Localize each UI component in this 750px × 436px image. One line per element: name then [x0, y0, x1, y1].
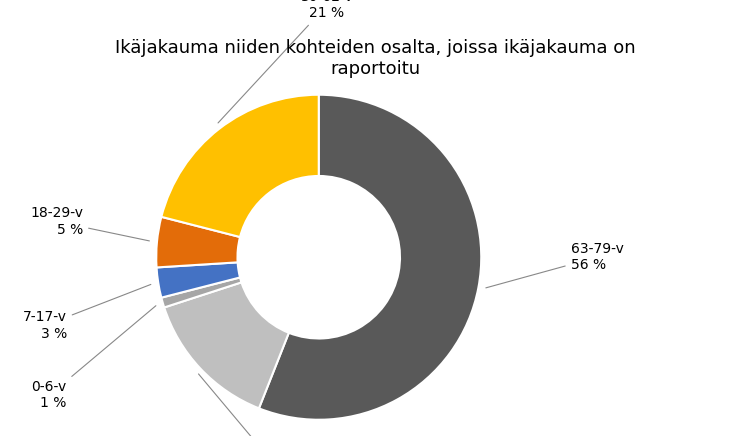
Wedge shape [156, 217, 240, 267]
Text: 7-17-v
3 %: 7-17-v 3 % [22, 284, 151, 341]
Wedge shape [161, 95, 319, 237]
Text: 63-79-v
56 %: 63-79-v 56 % [486, 242, 623, 288]
Text: 18-29-v
5 %: 18-29-v 5 % [30, 206, 149, 241]
Wedge shape [157, 262, 240, 298]
Wedge shape [161, 277, 242, 307]
Text: 80-v tai yli
14 %: 80-v tai yli 14 % [199, 374, 356, 436]
Wedge shape [164, 283, 289, 409]
Text: 30-62-v
21 %: 30-62-v 21 % [218, 0, 353, 123]
Wedge shape [259, 95, 482, 420]
Text: 0-6-v
1 %: 0-6-v 1 % [32, 306, 156, 410]
Text: Ikäjakauma niiden kohteiden osalta, joissa ikäjakauma on
raportoitu: Ikäjakauma niiden kohteiden osalta, jois… [115, 39, 635, 78]
